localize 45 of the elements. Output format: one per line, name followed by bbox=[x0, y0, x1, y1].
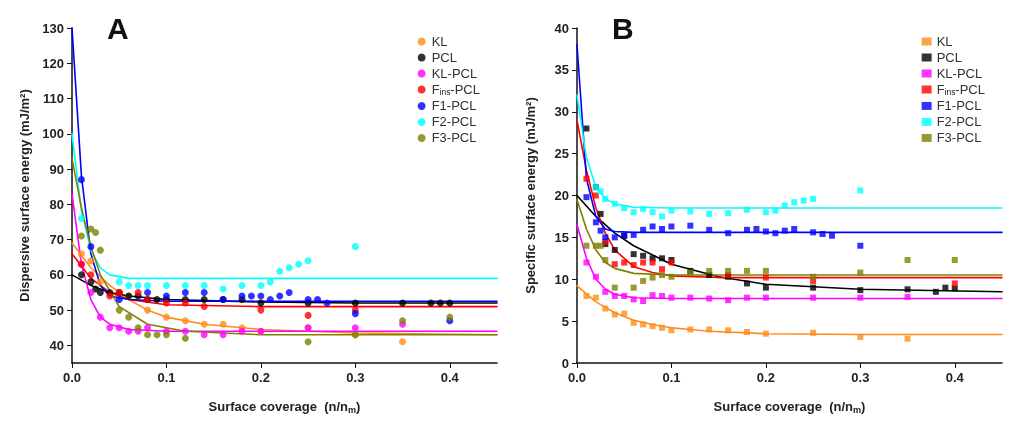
x-tick-label: 0.2 bbox=[756, 370, 775, 385]
legend-label: KL-PCL bbox=[431, 66, 478, 81]
y-axis-title: Specific surface energy (mJ/m²) bbox=[523, 97, 538, 294]
y-tick-label: 30 bbox=[554, 104, 569, 120]
chart-title: A bbox=[107, 11, 129, 45]
y-tick-label: 50 bbox=[49, 302, 64, 318]
y-tick-label: 35 bbox=[554, 62, 569, 78]
y-tick-label: 10 bbox=[554, 271, 569, 287]
y-tick-label: 15 bbox=[554, 229, 569, 245]
y-tick-label: 0 bbox=[561, 355, 569, 371]
y-tick-label: 40 bbox=[49, 337, 64, 353]
x-tick-label: 0.4 bbox=[440, 370, 460, 385]
legend-label: F2-PCL bbox=[936, 114, 982, 130]
x-tick-label: 0.0 bbox=[62, 370, 82, 385]
y-tick-label: 70 bbox=[49, 232, 64, 248]
y-tick-label: 80 bbox=[49, 196, 64, 212]
legend-label: PCL bbox=[431, 50, 457, 65]
legend-label: F3-PCL bbox=[431, 130, 477, 146]
legend-label: KL-PCL bbox=[936, 66, 983, 81]
legend-label: F3-PCL bbox=[936, 130, 982, 146]
y-tick-label: 5 bbox=[561, 313, 569, 329]
x-tick-label: 0.3 bbox=[851, 370, 870, 385]
legend-label: F2-PCL bbox=[431, 114, 477, 130]
x-tick-label: 0.3 bbox=[346, 370, 365, 385]
y-tick-label: 110 bbox=[43, 91, 64, 107]
y-tick-label: 20 bbox=[554, 188, 569, 203]
x-tick-label: 0.2 bbox=[251, 370, 270, 385]
legend-label: F1-PCL bbox=[936, 98, 982, 114]
legend-label: PCL bbox=[936, 50, 962, 65]
x-tick-label: 0.1 bbox=[157, 370, 176, 385]
y-tick-label: 90 bbox=[49, 161, 64, 177]
y-tick-label: 60 bbox=[49, 267, 64, 283]
legend-label: KL bbox=[431, 34, 448, 49]
y-tick-label: 40 bbox=[554, 20, 569, 36]
y-tick-label: 120 bbox=[42, 55, 64, 71]
y-tick-label: 130 bbox=[42, 20, 64, 36]
x-tick-label: 0.4 bbox=[945, 370, 965, 385]
chart-title: B bbox=[612, 11, 634, 45]
legend-label: KL bbox=[936, 34, 953, 49]
legend-label: F1-PCL bbox=[431, 98, 477, 114]
y-tick-label: 25 bbox=[554, 146, 569, 162]
y-tick-label: 100 bbox=[42, 126, 64, 142]
y-axis-title: Dispersive surface energy (mJ/m²) bbox=[17, 89, 33, 302]
x-tick-label: 0.0 bbox=[567, 370, 587, 385]
x-tick-label: 0.1 bbox=[662, 370, 681, 385]
